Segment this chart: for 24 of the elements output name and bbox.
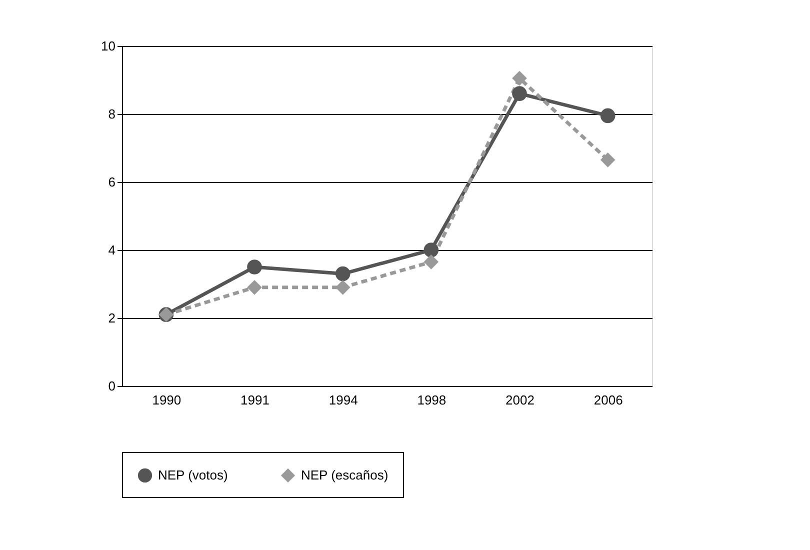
point bbox=[247, 280, 262, 295]
point bbox=[600, 108, 616, 124]
x-tick-label: 1990 bbox=[152, 392, 182, 408]
x-tick-label: 1991 bbox=[240, 392, 270, 408]
point bbox=[600, 152, 616, 168]
x-tick-label: 2002 bbox=[506, 392, 534, 408]
legend-label: NEP (votos) bbox=[158, 467, 228, 482]
y-tick-label: 8 bbox=[108, 106, 116, 122]
point bbox=[335, 280, 350, 295]
point bbox=[424, 254, 439, 270]
point bbox=[512, 86, 527, 101]
point bbox=[335, 266, 350, 282]
legend-label: NEP (escaños) bbox=[301, 467, 388, 482]
x-tick-label: 1998 bbox=[417, 392, 446, 408]
y-tick-label: 4 bbox=[108, 242, 116, 258]
y-tick-label: 2 bbox=[108, 310, 116, 326]
point bbox=[247, 260, 262, 274]
x-tick-label: 1994 bbox=[328, 392, 358, 408]
y-tick-label: 6 bbox=[108, 174, 116, 190]
point bbox=[424, 242, 439, 258]
point bbox=[512, 70, 527, 86]
x-tick-label: 2006 bbox=[594, 392, 623, 408]
y-tick-label: 0 bbox=[108, 378, 116, 394]
y-tick-label: 10 bbox=[101, 38, 116, 54]
